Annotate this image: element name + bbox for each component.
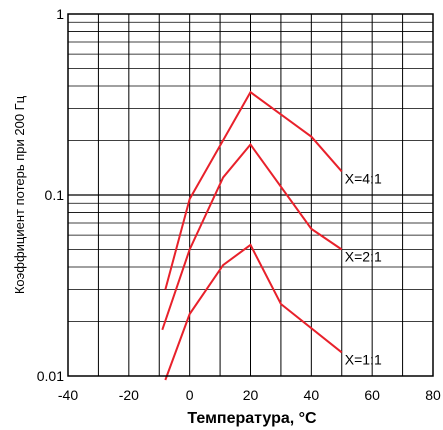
series-label: X=1:1 — [345, 351, 382, 367]
series-line — [164, 243, 343, 381]
x-tick-label: -40 — [58, 387, 78, 403]
series-label: X=4:1 — [345, 170, 382, 186]
y-tick-labels: 0.01 0.1 1 — [37, 6, 64, 384]
series-line — [161, 142, 343, 331]
x-tick-label: 80 — [425, 387, 441, 403]
x-tick-label: 60 — [364, 387, 380, 403]
x-axis-label: Температура, °C — [187, 410, 317, 427]
x-tick-label: 20 — [243, 387, 259, 403]
x-tick-label: -20 — [119, 387, 139, 403]
x-tick-labels: -40 -20 0 20 40 60 80 — [58, 387, 441, 403]
x-tick-label: 0 — [186, 387, 194, 403]
series-lines — [161, 90, 343, 381]
y-tick-label: 1 — [56, 6, 64, 22]
series-line — [164, 90, 343, 290]
series-label: X=2:1 — [345, 248, 382, 264]
y-tick-label: 0.01 — [37, 368, 64, 384]
y-tick-label: 0.1 — [45, 187, 65, 203]
plot-frame — [67, 13, 434, 377]
y-axis-label: Коэффициент потерь при 200 Гц — [12, 95, 27, 294]
grid-lines — [68, 14, 433, 376]
series-labels: X=4:1 X=2:1 X=1:1 — [345, 170, 382, 367]
x-tick-label: 40 — [304, 387, 320, 403]
